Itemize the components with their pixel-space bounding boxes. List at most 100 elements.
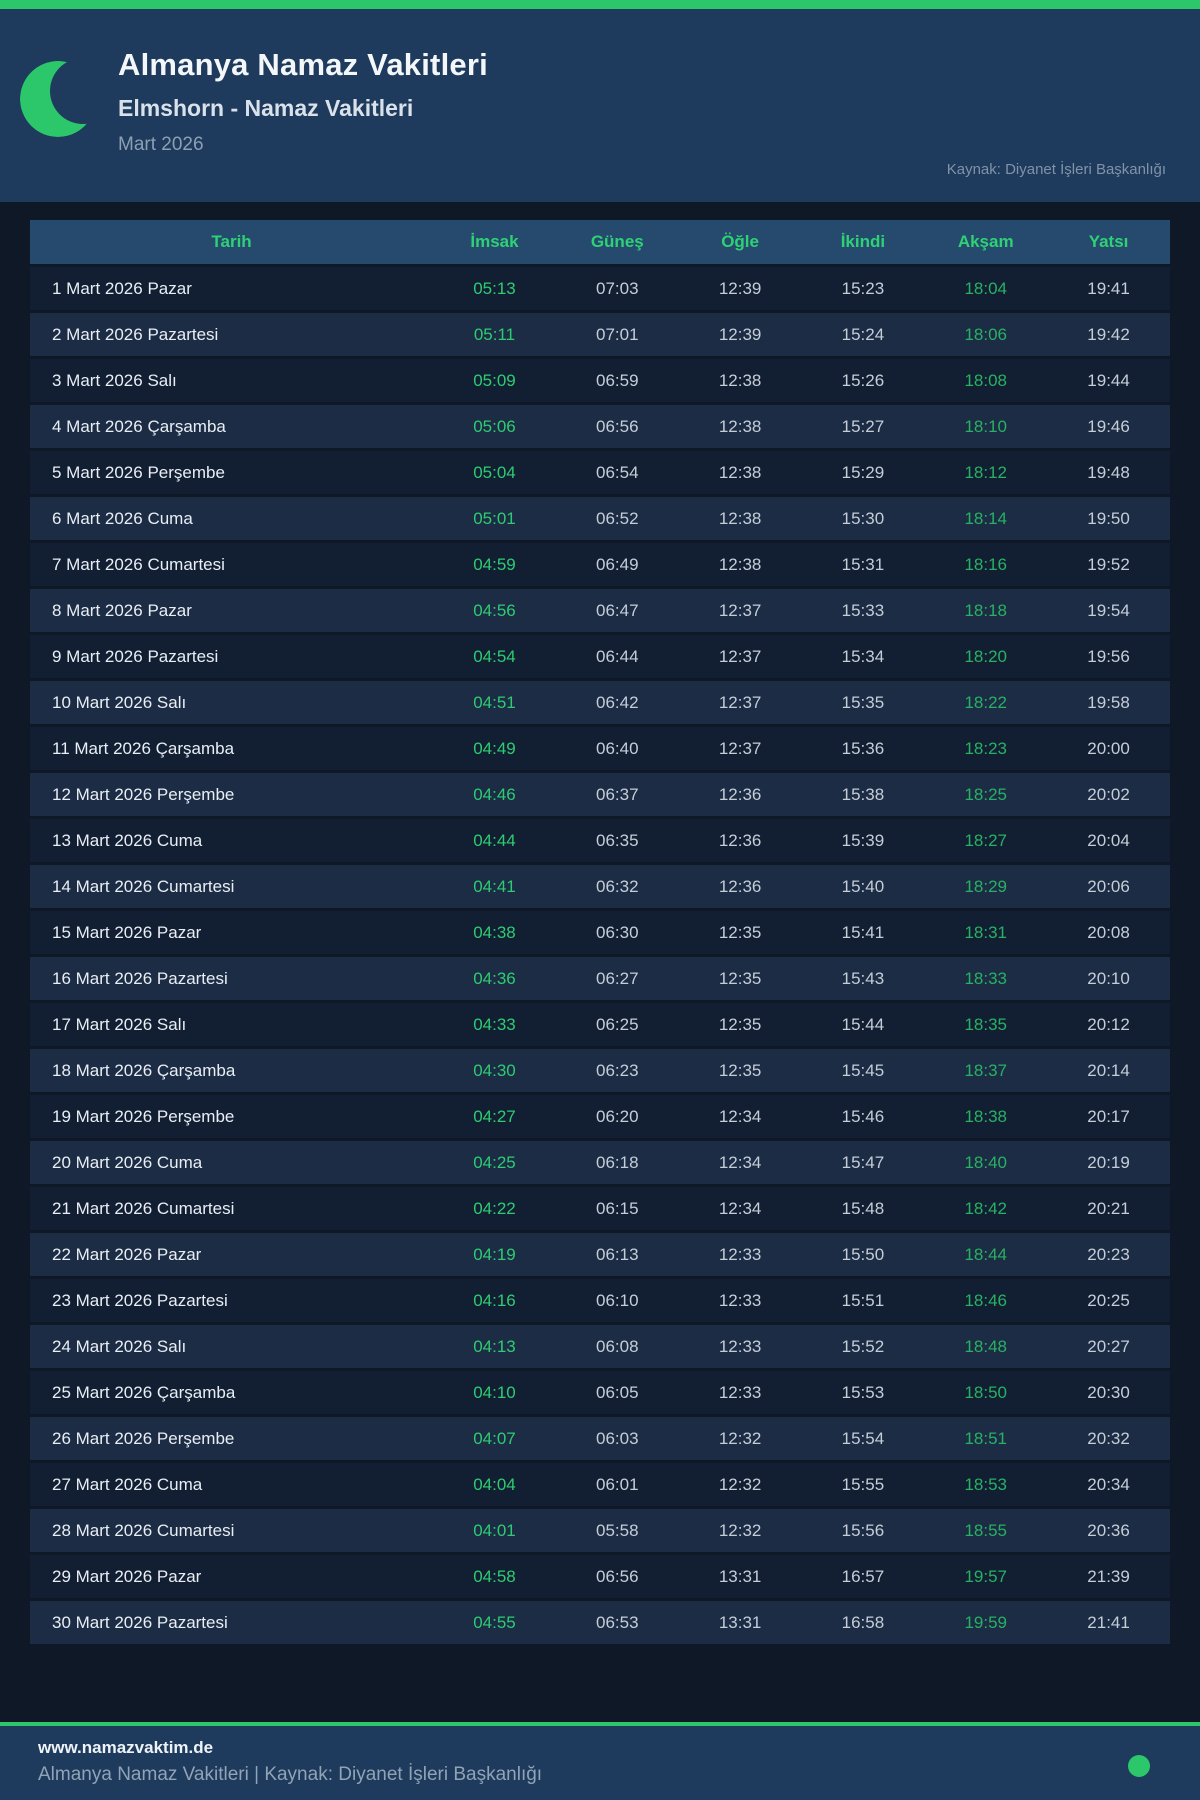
aksam-time-cell: 18:55: [964, 1520, 1007, 1540]
date-cell: 30 Mart 2026 Pazartesi: [52, 1612, 228, 1632]
header-titles: Almanya Namaz Vakitleri Elmshorn - Namaz…: [118, 47, 488, 156]
ikindi-time-cell: 15:44: [841, 1014, 885, 1034]
page-title: Almanya Namaz Vakitleri: [118, 47, 488, 82]
ogle-time-cell: 12:33: [718, 1336, 762, 1356]
ogle-time-cell: 13:31: [718, 1566, 762, 1586]
imsak-time-cell: 04:55: [473, 1612, 516, 1632]
table-row: 10 Mart 2026 Salı 04:51 06:42 12:37 15:3…: [30, 681, 1170, 724]
gunes-time-cell: 07:01: [596, 324, 639, 344]
ogle-time-cell: 12:38: [718, 462, 762, 482]
ikindi-time-cell: 15:41: [841, 922, 885, 942]
imsak-time-cell: 04:30: [473, 1060, 516, 1080]
imsak-time-cell: 04:16: [473, 1290, 516, 1310]
table-row: 19 Mart 2026 Perşembe 04:27 06:20 12:34 …: [30, 1095, 1170, 1138]
yatsi-time-cell: 20:21: [1087, 1198, 1130, 1218]
table-row: 2 Mart 2026 Pazartesi 05:11 07:01 12:39 …: [30, 313, 1170, 356]
date-cell: 19 Mart 2026 Perşembe: [52, 1106, 235, 1126]
imsak-time-cell: 04:54: [473, 646, 516, 666]
month-label: Mart 2026: [118, 134, 204, 155]
ikindi-time-cell: 15:38: [841, 784, 885, 804]
ikindi-time-cell: 15:55: [841, 1474, 885, 1494]
source-label: Kaynak: Diyanet İşleri Başkanlığı: [946, 161, 1166, 178]
date-cell: 26 Mart 2026 Perşembe: [52, 1428, 235, 1448]
aksam-time-cell: 18:48: [964, 1336, 1007, 1356]
table-row: 15 Mart 2026 Pazar 04:38 06:30 12:35 15:…: [30, 911, 1170, 954]
ikindi-time-cell: 16:57: [841, 1566, 885, 1586]
yatsi-time-cell: 19:52: [1087, 554, 1130, 574]
yatsi-time-cell: 21:39: [1087, 1566, 1130, 1586]
ogle-time-cell: 12:32: [718, 1428, 762, 1448]
date-cell: 9 Mart 2026 Pazartesi: [52, 646, 219, 666]
column-header-ikindi: İkindi: [801, 220, 925, 264]
gunes-time-cell: 06:40: [596, 738, 639, 758]
table-row: 20 Mart 2026 Cuma 04:25 06:18 12:34 15:4…: [30, 1141, 1170, 1184]
table-header: Tarih İmsak Güneş Öğle İkindi Akşam Yats…: [30, 220, 1170, 264]
aksam-time-cell: 18:25: [964, 784, 1007, 804]
aksam-time-cell: 18:38: [964, 1106, 1007, 1126]
imsak-time-cell: 04:04: [473, 1474, 516, 1494]
gunes-time-cell: 07:03: [596, 278, 639, 298]
imsak-time-cell: 04:44: [473, 830, 516, 850]
column-header-imsak: İmsak: [433, 220, 556, 264]
top-accent-bar: [0, 0, 1200, 9]
column-header-yatsi: Yatsı: [1047, 220, 1170, 264]
gunes-time-cell: 06:42: [596, 692, 639, 712]
date-cell: 11 Mart 2026 Çarşamba: [52, 738, 235, 758]
yatsi-time-cell: 19:44: [1087, 370, 1130, 390]
table-row: 24 Mart 2026 Salı 04:13 06:08 12:33 15:5…: [30, 1325, 1170, 1368]
ogle-time-cell: 12:33: [718, 1244, 762, 1264]
aksam-time-cell: 18:08: [964, 370, 1007, 390]
aksam-time-cell: 18:06: [964, 324, 1007, 344]
ikindi-time-cell: 15:24: [841, 324, 885, 344]
table-row: 14 Mart 2026 Cumartesi 04:41 06:32 12:36…: [30, 865, 1170, 908]
date-cell: 4 Mart 2026 Çarşamba: [52, 416, 226, 436]
aksam-time-cell: 18:23: [964, 738, 1007, 758]
ogle-time-cell: 13:31: [718, 1612, 762, 1632]
ikindi-time-cell: 15:45: [841, 1060, 885, 1080]
aksam-time-cell: 18:44: [964, 1244, 1007, 1264]
imsak-time-cell: 04:49: [473, 738, 516, 758]
date-cell: 17 Mart 2026 Salı: [52, 1014, 187, 1034]
ogle-time-cell: 12:36: [718, 876, 762, 896]
date-cell: 16 Mart 2026 Pazartesi: [52, 968, 228, 988]
table-row: 30 Mart 2026 Pazartesi 04:55 06:53 13:31…: [30, 1601, 1170, 1644]
table-row: 8 Mart 2026 Pazar 04:56 06:47 12:37 15:3…: [30, 589, 1170, 632]
aksam-time-cell: 18:18: [964, 600, 1007, 620]
table-header-row: Tarih İmsak Güneş Öğle İkindi Akşam Yats…: [30, 220, 1170, 264]
site-name: www.namazvaktim.de: [38, 1738, 214, 1757]
footer-accent-line: [0, 1722, 1200, 1726]
footer-tagline: Almanya Namaz Vakitleri | Kaynak: Diyane…: [38, 1764, 543, 1785]
ogle-time-cell: 12:34: [718, 1198, 762, 1218]
aksam-time-cell: 18:33: [964, 968, 1007, 988]
table-row: 17 Mart 2026 Salı 04:33 06:25 12:35 15:4…: [30, 1003, 1170, 1046]
ogle-time-cell: 12:36: [718, 830, 762, 850]
table-row: 13 Mart 2026 Cuma 04:44 06:35 12:36 15:3…: [30, 819, 1170, 862]
ikindi-time-cell: 15:47: [841, 1152, 885, 1172]
yatsi-time-cell: 20:19: [1087, 1152, 1130, 1172]
page-header: Almanya Namaz Vakitleri Elmshorn - Namaz…: [0, 9, 1200, 202]
date-cell: 2 Mart 2026 Pazartesi: [52, 324, 219, 344]
yatsi-time-cell: 20:10: [1087, 968, 1130, 988]
yatsi-time-cell: 20:00: [1087, 738, 1130, 758]
imsak-time-cell: 04:01: [473, 1520, 516, 1540]
imsak-time-cell: 04:25: [473, 1152, 516, 1172]
ikindi-time-cell: 15:50: [841, 1244, 885, 1264]
gunes-time-cell: 06:35: [596, 830, 639, 850]
gunes-time-cell: 06:56: [596, 1566, 639, 1586]
yatsi-time-cell: 20:04: [1087, 830, 1130, 850]
gunes-time-cell: 06:05: [596, 1382, 639, 1402]
ikindi-time-cell: 15:34: [841, 646, 885, 666]
date-cell: 7 Mart 2026 Cumartesi: [52, 554, 225, 574]
ogle-time-cell: 12:37: [718, 600, 762, 620]
aksam-time-cell: 18:37: [964, 1060, 1007, 1080]
table-row: 16 Mart 2026 Pazartesi 04:36 06:27 12:35…: [30, 957, 1170, 1000]
gunes-time-cell: 06:32: [596, 876, 639, 896]
ogle-time-cell: 12:37: [718, 692, 762, 712]
aksam-time-cell: 18:42: [964, 1198, 1007, 1218]
yatsi-time-cell: 20:06: [1087, 876, 1130, 896]
ikindi-time-cell: 15:43: [841, 968, 885, 988]
imsak-time-cell: 04:10: [473, 1382, 516, 1402]
ikindi-time-cell: 15:30: [841, 508, 885, 528]
ikindi-time-cell: 15:35: [841, 692, 885, 712]
